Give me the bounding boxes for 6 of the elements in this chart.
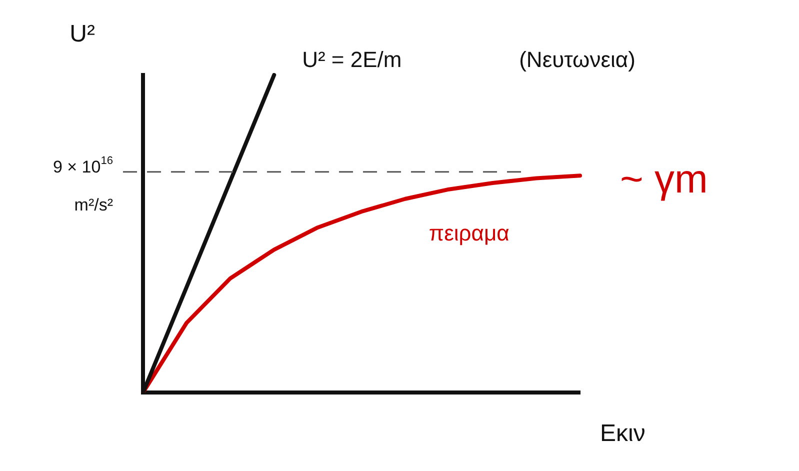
text: ~ γm bbox=[620, 158, 708, 202]
y-axis-title: U² bbox=[70, 20, 96, 48]
series-label: U² = 2E/m bbox=[302, 47, 402, 72]
x-axis-title: Eκιν bbox=[600, 420, 646, 448]
series-label: πειραμα bbox=[428, 220, 510, 246]
text: (Νευτωνεια) bbox=[519, 47, 636, 72]
